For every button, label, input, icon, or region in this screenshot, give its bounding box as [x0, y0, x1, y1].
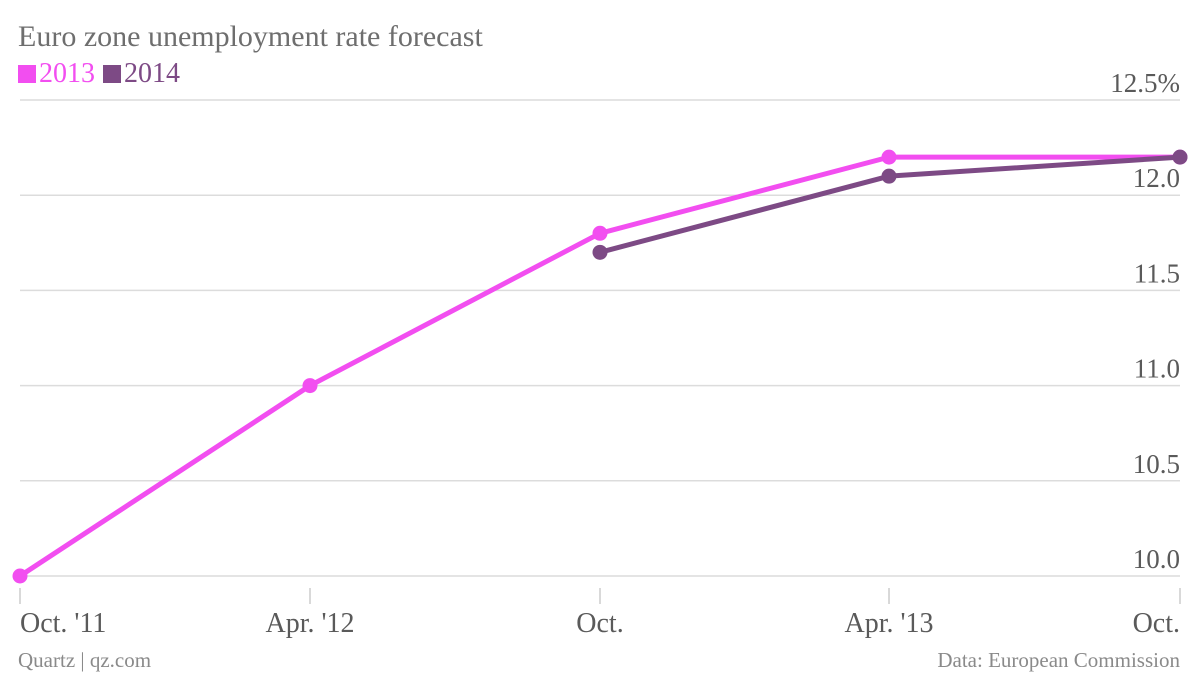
- data-point-2013: [881, 149, 897, 165]
- data-point-2014: [1172, 149, 1188, 165]
- data-point-2013: [12, 568, 28, 584]
- x-tick-label: Apr. '12: [265, 608, 354, 639]
- legend-swatch-2013: [18, 65, 36, 83]
- data-point-2014: [881, 168, 897, 184]
- x-tick-label: Oct. '11: [20, 608, 106, 639]
- series-line-2013: [17, 154, 1183, 579]
- y-tick-label: 11.5: [1134, 258, 1180, 288]
- legend-label-2014: 2014: [124, 58, 180, 89]
- x-tick-label: Oct.: [1133, 608, 1180, 639]
- legend-swatch-2014: [103, 65, 121, 83]
- data-point-2014: [592, 244, 608, 260]
- data-point-2013: [592, 225, 608, 241]
- y-tick-label: 12.0: [1133, 163, 1180, 193]
- y-tick-label: 10.0: [1133, 544, 1180, 574]
- y-tick-label: 11.0: [1134, 354, 1180, 384]
- legend-item-2014: 2014: [103, 58, 180, 90]
- y-tick-label: 10.5: [1133, 449, 1180, 479]
- source-credit: Quartz | qz.com: [18, 648, 152, 672]
- legend-item-2013: 2013: [18, 58, 95, 90]
- legend-label-2013: 2013: [39, 58, 95, 89]
- data-source: Data: European Commission: [937, 648, 1180, 672]
- x-tick-label: Oct.: [576, 608, 623, 639]
- data-point-2013: [302, 378, 318, 394]
- legend: 2013 2014: [18, 58, 180, 90]
- y-tick-label: 12.5%: [1110, 68, 1180, 98]
- x-tick-label: Apr. '13: [844, 608, 933, 639]
- chart-title: Euro zone unemployment rate forecast: [18, 20, 483, 53]
